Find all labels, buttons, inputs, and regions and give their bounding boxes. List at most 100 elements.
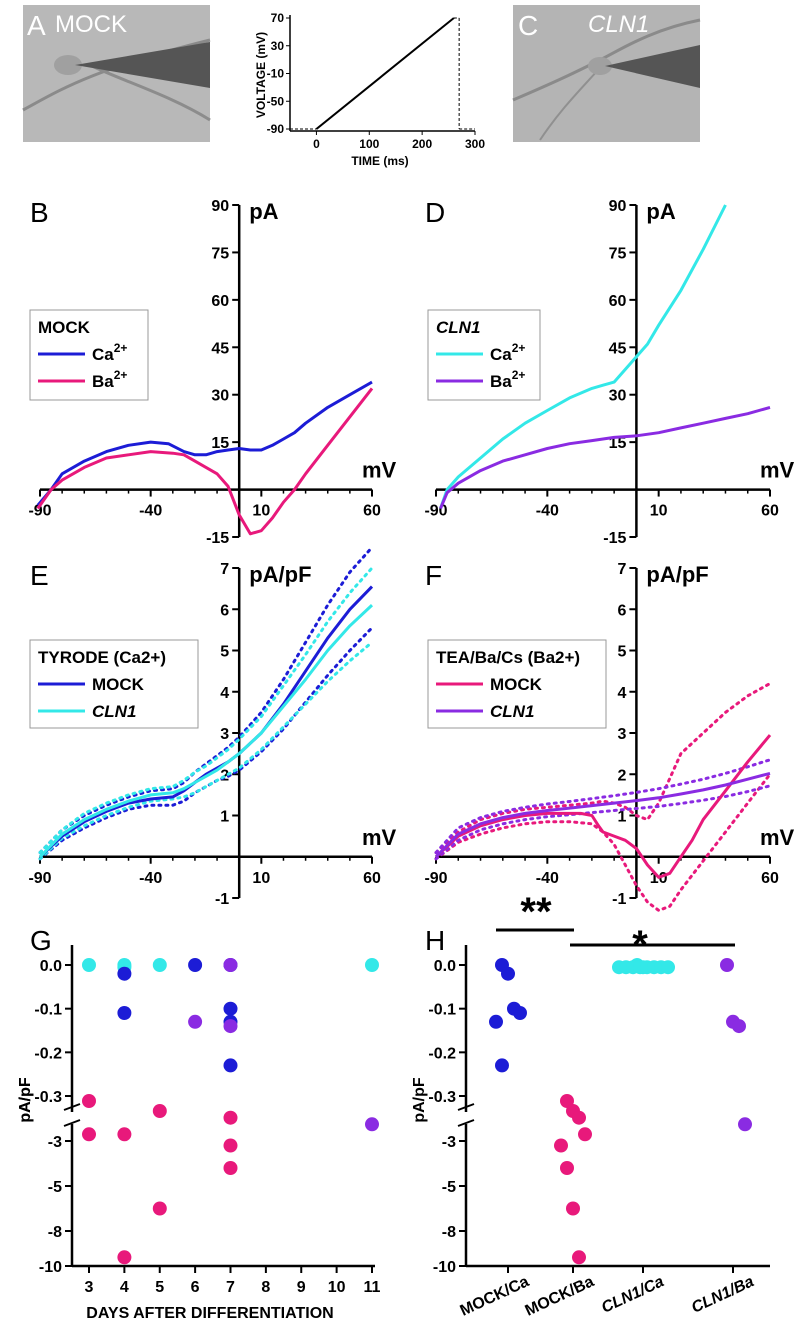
panel-letter-d: D [425, 197, 445, 228]
x-tick-label: 60 [761, 870, 779, 887]
y-tick-label: -0.1 [34, 1002, 62, 1019]
y-tick-label: -8 [48, 1224, 62, 1241]
y-tick-label: 7 [617, 561, 626, 578]
band-cln1-upper [434, 758, 772, 855]
x-tick-label: 60 [363, 870, 381, 887]
y-tick-label: 45 [609, 340, 627, 357]
y-tick-label: 45 [211, 340, 229, 357]
y-tick-label: 2 [617, 767, 626, 784]
data-point-cln1-ba [738, 1117, 752, 1132]
y-axis-unit: pA [249, 199, 278, 224]
y-tick-label: 6 [220, 602, 229, 619]
legend-title: MOCK [38, 318, 91, 337]
axis-break-mark [63, 1119, 81, 1127]
y-tick-label: -0.3 [34, 1089, 62, 1106]
data-point-mock-ba [572, 1250, 586, 1265]
x-category-label: MOCK/Ca [458, 1273, 532, 1320]
data-point-mock-ca [223, 1001, 238, 1016]
y-tick-label: 4 [617, 685, 626, 702]
axis-break-mark [457, 1119, 475, 1127]
y-tick-label: 75 [211, 245, 229, 262]
panel-g: G 0.0 -0.1 -0.2 -0.3 -3 -5 -8 -10 pA/pF 3 4 5 6 7 8 9 10 1… [17, 925, 381, 1322]
axis-break-mark [457, 1103, 475, 1111]
data-point-mock-ca [501, 966, 515, 981]
protocol-ramp-line [315, 17, 455, 130]
data-point-mock-ba [117, 1250, 132, 1265]
y-tick-label: 90 [609, 198, 627, 215]
y-tick-label: 90 [211, 198, 229, 215]
y-tick-label: 7 [220, 561, 229, 578]
x-tick-label: 5 [155, 1279, 164, 1296]
y-axis-unit: pA [646, 199, 675, 224]
protocol-xtick-label: 0 [313, 137, 320, 151]
series-line-ca [439, 204, 727, 509]
x-tick-label: 4 [120, 1279, 129, 1296]
legend-item-label: MOCK [490, 675, 543, 694]
data-point-mock-ba [578, 1127, 592, 1142]
x-axis-unit: mV [362, 825, 397, 850]
y-tick-label: -15 [206, 530, 229, 547]
y-tick-label: 30 [211, 388, 229, 405]
series-line-ba [36, 387, 374, 536]
data-point-mock-ba [223, 1138, 238, 1153]
data-point-mock-ba [566, 1201, 580, 1216]
x-tick-label: 60 [761, 503, 779, 520]
data-point-cln1-ba [732, 1019, 746, 1034]
panel-c-label: CLN1 [588, 11, 649, 38]
x-tick-label: -40 [536, 503, 559, 520]
x-tick-label: 9 [297, 1279, 306, 1296]
protocol-ytick-label: -10 [267, 67, 285, 81]
data-point-mock-ca [117, 966, 132, 981]
panel-c: C CLN1 [512, 5, 701, 142]
y-tick-label: 5 [617, 644, 626, 661]
data-point-mock-ca [495, 1058, 509, 1073]
data-point-cln1-ba [365, 1117, 379, 1132]
data-point-cln1-ba [223, 1019, 238, 1034]
data-point-mock-ba [554, 1138, 568, 1153]
y-tick-label: -1 [612, 891, 626, 908]
x-tick-label: 6 [191, 1279, 200, 1296]
protocol-ytick-label: 30 [271, 39, 285, 53]
y-tick-label: 3 [617, 726, 626, 743]
pipette-icon [605, 45, 700, 88]
x-tick-label: 11 [364, 1279, 381, 1296]
y-tick-label: 5 [220, 644, 229, 661]
x-axis-title: DAYS AFTER DIFFERENTIATION [86, 1305, 333, 1322]
panel-letter-e: E [30, 560, 49, 591]
x-tick-label: 10 [252, 870, 270, 887]
series-line-cln1 [434, 771, 771, 858]
panel-a: A MOCK [22, 5, 211, 142]
series-line-ba [439, 405, 771, 510]
y-tick-label: -5 [48, 1179, 62, 1196]
pipette-icon [75, 42, 210, 88]
y-axis-unit: pA/pF [646, 562, 708, 587]
protocol-xlabel: TIME (ms) [351, 154, 408, 168]
x-tick-label: -90 [28, 503, 51, 520]
y-tick-label: -15 [603, 530, 626, 547]
protocol-xtick-label: 200 [412, 137, 432, 151]
legend-superscript: 2+ [512, 368, 526, 382]
panel-letter-g: G [30, 925, 52, 956]
legend-item-label: CLN1 [92, 702, 136, 721]
legend-superscript: 2+ [114, 341, 128, 355]
data-point-mock-ba [152, 1104, 167, 1118]
data-point-mock-ca [513, 1006, 527, 1020]
panel-letter-c: C [518, 10, 538, 41]
y-tick-label: -10 [39, 1259, 62, 1276]
x-tick-label: 8 [261, 1279, 270, 1296]
x-tick-label: 7 [226, 1279, 235, 1296]
y-tick-label: -1 [215, 891, 229, 908]
y-tick-label: 15 [609, 435, 627, 452]
x-category-label: MOCK/Ba [523, 1273, 597, 1320]
y-tick-label: -3 [442, 1134, 456, 1151]
data-point-mock-ba [572, 1110, 586, 1125]
protocol-ytick-label: 70 [271, 11, 285, 25]
y-axis-title: pA/pF [17, 1077, 34, 1123]
x-tick-label: 10 [252, 503, 270, 520]
data-point-cln1-ca [365, 958, 379, 972]
data-point-mock-ba [117, 1127, 132, 1142]
y-tick-label: 1 [617, 809, 626, 826]
x-tick-label: -90 [424, 503, 447, 520]
